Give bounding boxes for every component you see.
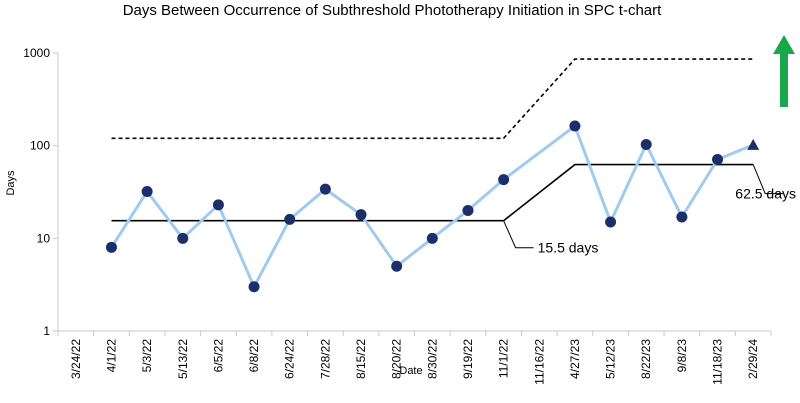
data-point — [462, 204, 474, 216]
annotation-label: 62.5 days — [735, 186, 796, 202]
control-limits — [111, 58, 754, 222]
data-series — [105, 120, 760, 293]
x-tick-label: 7/28/22 — [318, 339, 332, 379]
x-tick-label: 3/24/22 — [69, 339, 83, 379]
annotation-leader — [503, 220, 534, 249]
y-axis-label: Days — [5, 170, 17, 196]
x-tick-label: 2/29/24 — [746, 339, 760, 379]
x-tick-label: 6/5/22 — [211, 339, 225, 373]
x-tick-label: 5/13/22 — [176, 339, 190, 379]
data-point — [676, 211, 688, 223]
data-point — [640, 138, 652, 150]
y-tick-label: 1000 — [23, 46, 50, 60]
data-point — [105, 241, 117, 253]
data-point — [391, 260, 403, 272]
x-tick-label: 4/27/23 — [568, 339, 582, 379]
data-point — [212, 199, 224, 211]
x-tick-label: 11/1/22 — [497, 339, 511, 378]
annotation-leader — [752, 164, 784, 195]
x-tick-label: 11/16/22 — [532, 339, 546, 385]
data-point — [498, 174, 510, 186]
data-point — [248, 281, 260, 293]
data-point — [426, 232, 438, 244]
annotation-label: 15.5 days — [538, 240, 599, 256]
x-tick-label: 4/1/22 — [104, 339, 118, 373]
data-point — [569, 120, 581, 132]
x-axis-label: Date — [399, 365, 422, 377]
x-axis: 3/24/22 4/1/22 5/3/22 5/13/22 6/5/22 6/8/22 6/… — [57, 330, 772, 385]
data-point — [284, 213, 296, 225]
data-point — [712, 153, 724, 165]
x-tick-label: 8/30/22 — [425, 339, 439, 379]
trend-indicator — [773, 35, 795, 107]
data-point — [355, 209, 367, 221]
data-point-triangle — [747, 138, 760, 150]
x-tick-label: 6/24/22 — [283, 339, 297, 379]
center-line — [111, 163, 754, 222]
x-tick-label: 8/20/22 — [390, 339, 404, 379]
y-tick-label: 100 — [30, 139, 50, 153]
x-tick-label: 5/3/22 — [140, 339, 154, 373]
data-point — [177, 232, 189, 244]
upper-control-limit — [111, 58, 754, 140]
data-point — [605, 216, 617, 228]
data-line — [110, 124, 754, 289]
x-tick-label: 9/19/22 — [461, 339, 475, 379]
x-tick-label: 9/8/23 — [675, 339, 689, 373]
x-tick-label: 5/12/23 — [604, 339, 618, 379]
y-tick-label: 1 — [43, 324, 50, 338]
up-arrow-shaft — [780, 52, 788, 107]
x-tick-label: 11/18/23 — [711, 339, 725, 385]
x-tick-label: 6/8/22 — [247, 339, 261, 373]
annotations: 15.5 days 62.5 days — [503, 164, 796, 256]
y-tick-label: 10 — [37, 231, 51, 245]
x-tick-label: 8/15/22 — [354, 339, 368, 379]
data-point — [319, 183, 331, 195]
y-axis: 1 10 100 1000 — [23, 46, 59, 338]
up-arrow-icon — [773, 35, 795, 54]
chart-title: Days Between Occurrence of Subthreshold … — [123, 2, 662, 19]
x-tick-label: 8/22/23 — [639, 339, 653, 379]
data-point — [141, 186, 153, 198]
